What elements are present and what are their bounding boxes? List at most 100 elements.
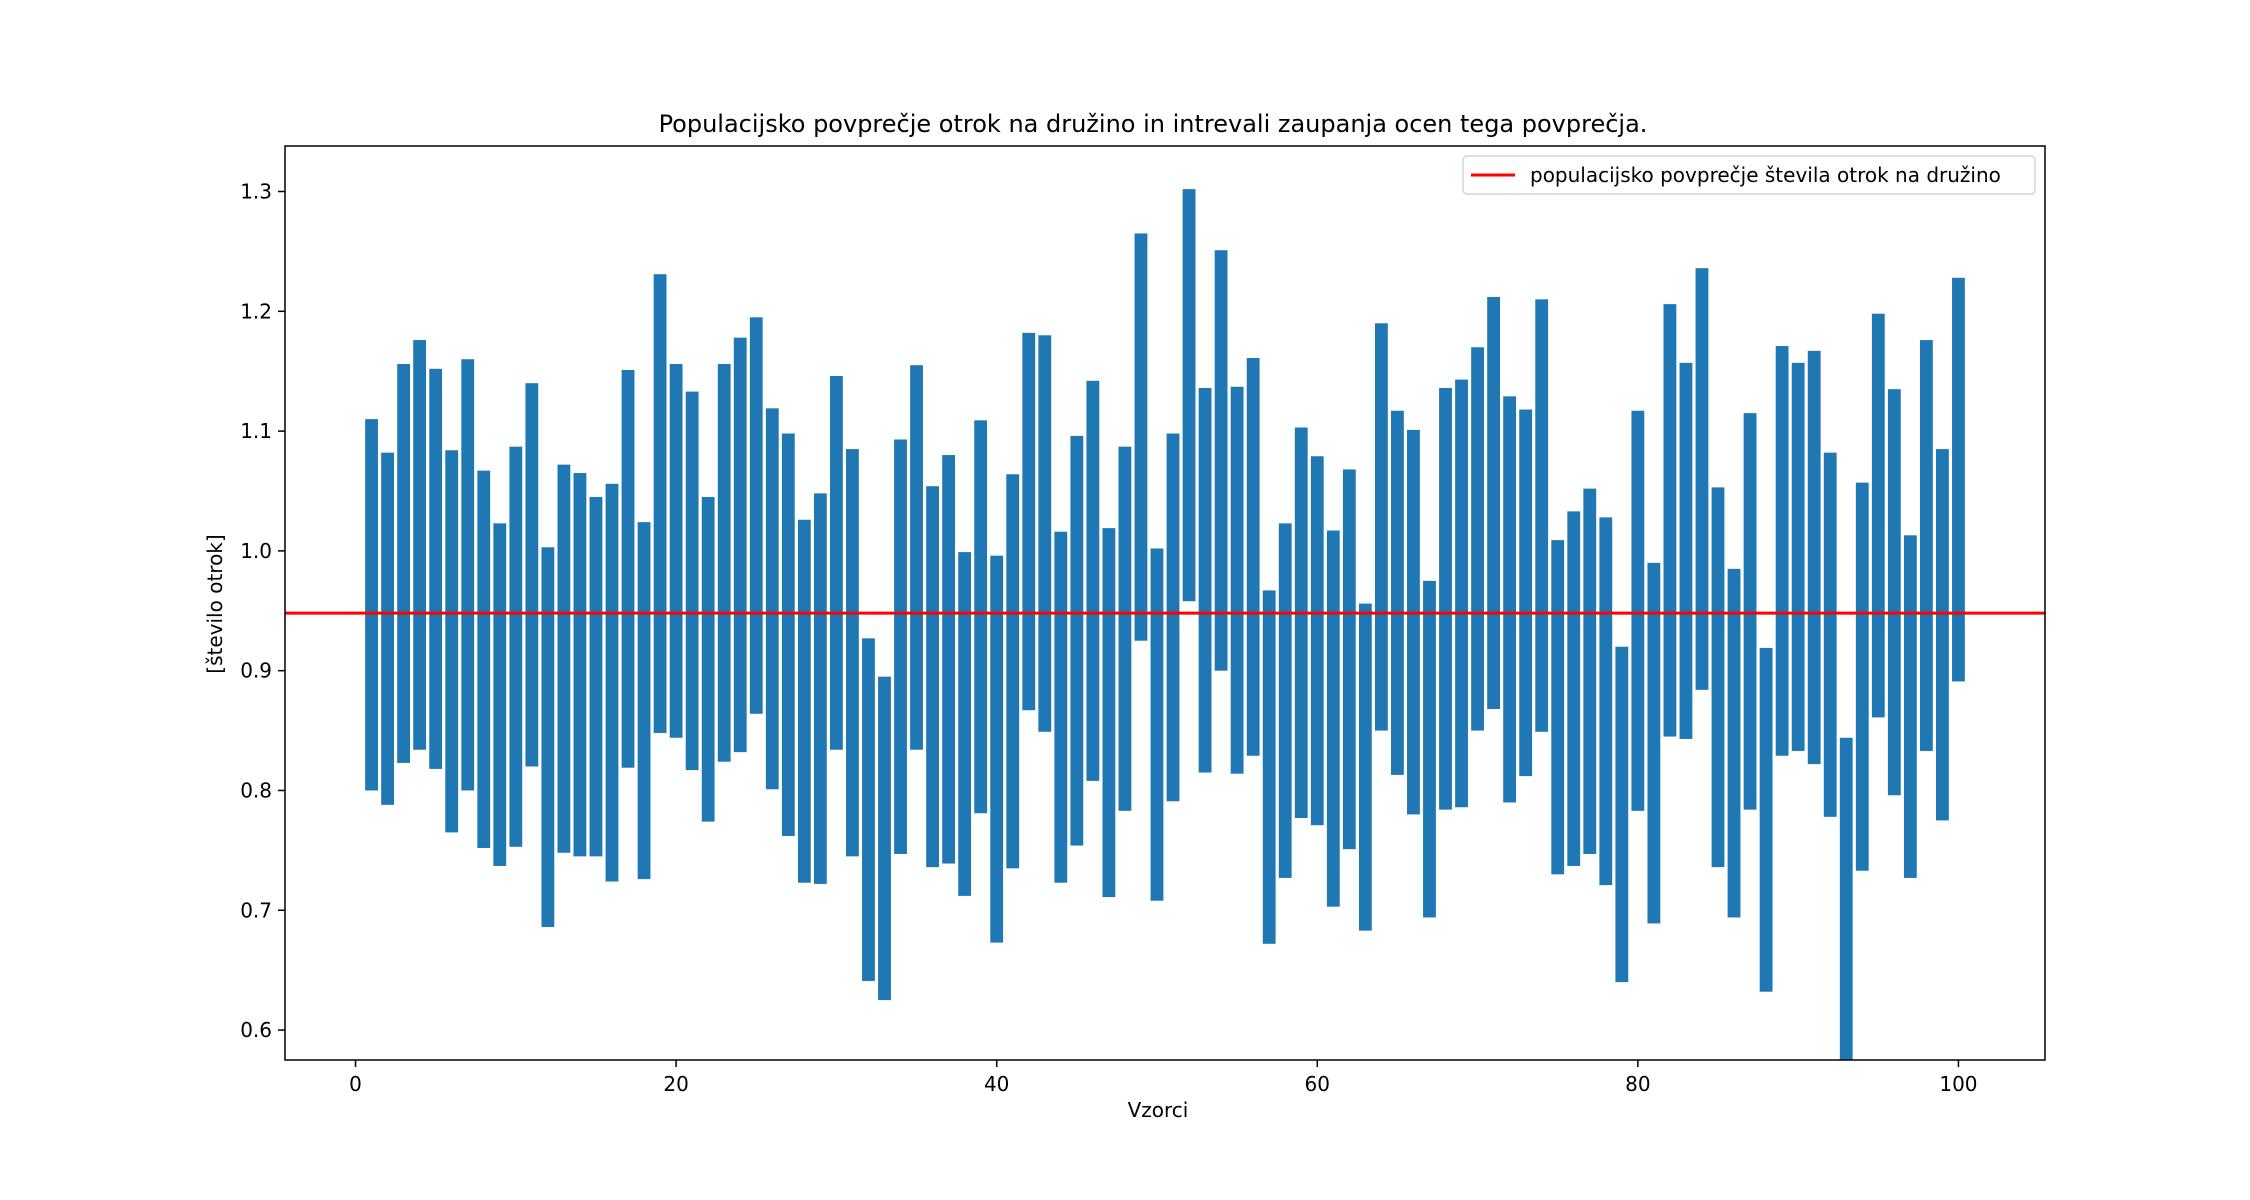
x-tick-label: 40 (984, 1072, 1009, 1096)
bar-31 (846, 449, 859, 857)
bar-76 (1567, 511, 1581, 866)
bar-20 (669, 364, 683, 738)
bar-49 (1134, 233, 1148, 641)
y-tick-label: 0.9 (240, 659, 272, 683)
bar-15 (589, 496, 603, 857)
bar-17 (621, 370, 635, 768)
bar-70 (1471, 347, 1484, 731)
x-tick-label: 80 (1625, 1072, 1650, 1096)
bar-67 (1423, 580, 1436, 918)
y-tick-label: 1.1 (240, 419, 272, 443)
bar-99 (1936, 449, 1949, 821)
bar-63 (1358, 603, 1372, 931)
x-axis: 0 20 40 60 80 100 (349, 1060, 1978, 1096)
bar-42 (1022, 332, 1036, 711)
bar-37 (942, 455, 956, 864)
bar-59 (1294, 427, 1308, 819)
bar-91 (1807, 350, 1821, 765)
bar-41 (1006, 474, 1020, 869)
bar-47 (1102, 528, 1116, 898)
bar-82 (1663, 304, 1677, 737)
bar-24 (733, 337, 747, 753)
legend: populacijsko povprečje števila otrok na … (1462, 155, 2036, 195)
bar-44 (1054, 531, 1068, 883)
bar-16 (605, 483, 619, 882)
bar-98 (1919, 340, 1933, 751)
x-tick-label: 20 (663, 1072, 688, 1096)
bar-58 (1278, 523, 1292, 878)
bar-12 (541, 547, 555, 928)
bar-27 (781, 433, 795, 836)
bar-10 (509, 446, 523, 847)
bar-86 (1727, 568, 1741, 918)
bar-40 (990, 555, 1004, 943)
plot-area (285, 189, 2045, 1060)
x-tick-label: 100 (1939, 1072, 1977, 1096)
bar-36 (926, 486, 939, 868)
bar-92 (1823, 452, 1837, 817)
bar-64 (1374, 323, 1388, 731)
bar-88 (1759, 647, 1773, 992)
bar-81 (1647, 562, 1661, 924)
bar-55 (1230, 386, 1244, 774)
bar-95 (1871, 313, 1885, 718)
x-tick-label: 0 (349, 1072, 362, 1096)
bar-39 (974, 420, 988, 814)
bar-50 (1150, 548, 1164, 901)
bar-46 (1086, 380, 1100, 781)
chart-title: Populacijsko povprečje otrok na družino … (659, 110, 1648, 138)
bar-35 (910, 365, 923, 750)
y-tick-label: 0.7 (240, 898, 272, 922)
bar-66 (1407, 429, 1420, 815)
bar-84 (1695, 268, 1709, 690)
bar-53 (1198, 387, 1212, 773)
bar-25 (749, 317, 763, 714)
bar-8 (477, 470, 491, 848)
y-tick-label: 0.6 (240, 1018, 272, 1042)
bar-23 (717, 364, 731, 762)
bar-2 (381, 452, 394, 805)
y-axis: 0.6 0.7 0.8 0.9 1.0 1.1 1.2 1.3 (240, 180, 285, 1042)
bar-83 (1679, 362, 1693, 739)
bar-94 (1855, 482, 1869, 871)
bar-87 (1743, 413, 1757, 810)
bar-90 (1791, 362, 1805, 751)
bar-32 (862, 638, 875, 981)
bar-72 (1503, 396, 1517, 803)
bar-74 (1535, 299, 1549, 732)
bar-21 (685, 391, 699, 771)
bar-7 (461, 359, 475, 791)
bar-79 (1615, 646, 1629, 983)
bar-26 (765, 408, 779, 790)
bar-6 (445, 450, 459, 833)
bar-22 (701, 496, 715, 822)
legend-label: populacijsko povprečje števila otrok na … (1530, 163, 2001, 187)
bar-9 (493, 523, 507, 866)
y-tick-label: 1.3 (240, 180, 272, 204)
bar-5 (429, 368, 443, 769)
bar-62 (1342, 469, 1356, 850)
bar-73 (1519, 409, 1533, 777)
bar-18 (637, 522, 651, 880)
bar-60 (1310, 456, 1324, 826)
bar-52 (1182, 189, 1196, 602)
bar-3 (397, 364, 411, 763)
bar-85 (1711, 487, 1725, 868)
bar-4 (413, 340, 427, 750)
bar-29 (813, 493, 827, 884)
bar-13 (557, 464, 571, 853)
bar-71 (1487, 296, 1501, 710)
x-axis-label: Vzorci (1128, 1098, 1189, 1122)
bar-78 (1599, 517, 1613, 886)
bar-100 (1952, 277, 1965, 682)
bar-56 (1246, 358, 1260, 756)
bar-14 (573, 473, 587, 857)
bar-28 (797, 519, 811, 883)
bar-51 (1166, 433, 1180, 802)
y-tick-label: 1.2 (240, 299, 272, 323)
bar-80 (1631, 410, 1645, 811)
plot-frame (284, 145, 2046, 1061)
bar-19 (653, 274, 667, 733)
bar-33 (878, 676, 891, 1001)
